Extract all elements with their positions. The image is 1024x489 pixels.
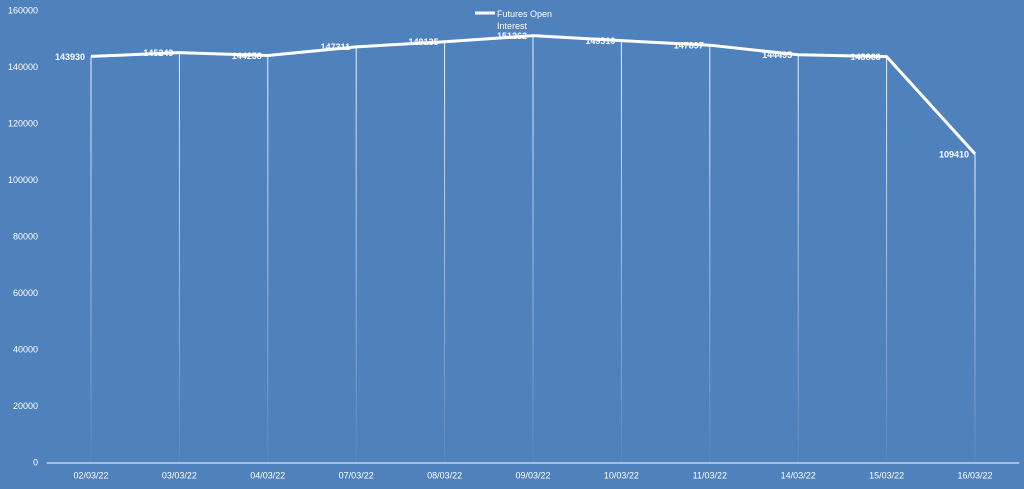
x-tick-label: 15/03/22: [869, 470, 904, 480]
data-label: 143863: [851, 52, 881, 62]
drop-line: [886, 56, 888, 463]
x-tick-label: 14/03/22: [781, 470, 816, 480]
legend-label: Futures Open Interest: [497, 9, 553, 31]
drop-line: [178, 52, 180, 464]
x-tick-label: 11/03/22: [693, 470, 727, 480]
drop-line: [620, 40, 622, 464]
series-line: [90, 34, 977, 155]
drop-line: [90, 56, 92, 463]
data-label: 144258: [232, 51, 262, 61]
x-tick-label: 16/03/22: [957, 470, 992, 480]
x-tick-label: 10/03/22: [604, 470, 639, 480]
data-label: 109410: [939, 149, 969, 159]
y-tick-label: 20000: [13, 401, 38, 411]
data-label: 147311: [321, 42, 351, 52]
drop-line: [444, 41, 446, 463]
data-label: 149510: [585, 36, 615, 46]
y-tick-label: 60000: [13, 288, 38, 298]
y-tick-label: 140000: [8, 62, 38, 72]
y-tick-label: 80000: [13, 231, 38, 241]
drop-line: [267, 55, 269, 463]
x-tick-label: 09/03/22: [515, 470, 550, 480]
x-tick-label: 04/03/22: [250, 470, 285, 480]
data-label: 145249: [143, 48, 173, 58]
y-tick-label: 160000: [8, 5, 38, 15]
data-label: 147897: [674, 41, 704, 51]
data-label: 144495: [762, 50, 792, 60]
x-tick-label: 07/03/22: [339, 470, 374, 480]
data-label: 149135: [409, 37, 439, 47]
drop-line: [797, 54, 799, 463]
x-tick-label: 03/03/22: [162, 470, 197, 480]
y-tick-label: 100000: [8, 175, 38, 185]
x-tick-label: 08/03/22: [427, 470, 462, 480]
data-label: 151262: [497, 31, 527, 41]
drop-line: [974, 153, 976, 463]
data-label: 143930: [55, 52, 85, 62]
x-tick-label: 02/03/22: [73, 470, 108, 480]
y-tick-label: 120000: [8, 118, 38, 128]
y-tick-label: 40000: [13, 344, 38, 354]
y-tick-label: 0: [33, 457, 38, 467]
drop-line: [709, 45, 711, 463]
drop-line: [355, 46, 357, 463]
drop-line: [532, 35, 534, 464]
